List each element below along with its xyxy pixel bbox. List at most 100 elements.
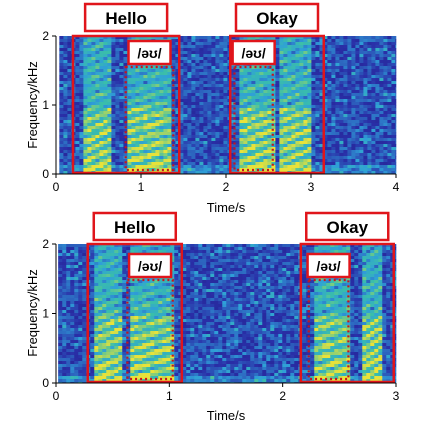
spectrogram-cell (90, 289, 95, 293)
spectrogram-cell (287, 117, 292, 121)
spectrogram-cell (106, 283, 111, 287)
spectrogram-cell (110, 373, 115, 377)
spectrogram-cell (215, 39, 220, 43)
spectrogram-cell (363, 54, 368, 58)
spectrogram-cell (95, 141, 100, 145)
spectrogram-cell (287, 45, 292, 49)
spectrogram-cell (199, 51, 204, 55)
spectrogram-cell (159, 144, 164, 148)
spectrogram-cell (355, 147, 360, 151)
spectrogram-cell (167, 120, 172, 124)
spectrogram-cell (299, 99, 304, 103)
spectrogram-cell (106, 277, 111, 281)
spectrogram-cell (215, 90, 220, 94)
spectrogram-cell (138, 307, 143, 311)
spectrogram-cell (114, 301, 119, 305)
spectrogram-cell (115, 78, 120, 82)
spectrogram-cell (91, 147, 96, 151)
spectrogram-cell (147, 108, 152, 112)
spectrogram-cell (127, 99, 132, 103)
spectrogram-cell (147, 75, 152, 79)
spectrogram-cell (207, 48, 212, 52)
spectrogram-cell (75, 93, 80, 97)
spectrogram-cell (115, 51, 120, 55)
spectrogram-cell (70, 334, 75, 338)
spectrogram-cell (371, 54, 376, 58)
spectrogram-cell (139, 117, 144, 121)
spectrogram-cell (339, 78, 344, 82)
spectrogram-cell (315, 114, 320, 118)
spectrogram-cell (295, 60, 300, 64)
spectrogram-cell (102, 304, 107, 308)
spectrogram-cell (175, 126, 180, 130)
spectrogram-cell (191, 168, 196, 172)
spectrogram-cell (299, 126, 304, 130)
spectrogram-cell (111, 108, 116, 112)
spectrogram-cell (375, 135, 380, 139)
spectrogram-cell (271, 147, 276, 151)
spectrogram-cell (335, 48, 340, 52)
spectrogram-cell (130, 373, 135, 377)
spectrogram-cell (126, 370, 131, 374)
spectrogram-cell (138, 298, 143, 302)
spectrogram-cell (339, 156, 344, 160)
spectrogram-cell (291, 162, 296, 166)
spectrogram-cell (371, 171, 376, 175)
spectrogram-cell (187, 36, 192, 40)
spectrogram-cell (267, 159, 272, 163)
spectrogram-cell (99, 135, 104, 139)
spectrogram-cell (99, 36, 104, 40)
spectrogram-cell (110, 379, 115, 383)
spectrogram-cell (98, 310, 103, 314)
spectrogram-cell (187, 153, 192, 157)
spectrogram-cell (247, 99, 252, 103)
spectrogram-cell (138, 325, 143, 329)
spectrogram-cell (335, 51, 340, 55)
spectrogram-cell (119, 87, 124, 91)
spectrogram-cell (303, 57, 308, 61)
spectrogram-cell (163, 126, 168, 130)
spectrogram-cell (387, 123, 392, 127)
spectrogram-cell (183, 45, 188, 49)
spectrogram-cell (343, 57, 348, 61)
spectrogram-cell (323, 108, 328, 112)
spectrogram-cell (275, 39, 280, 43)
spectrogram-cell (295, 111, 300, 115)
spectrogram-cell (387, 42, 392, 46)
spectrogram-cell (311, 117, 316, 121)
spectrogram-cell (319, 90, 324, 94)
spectrogram-cell (371, 138, 376, 142)
spectrogram-cell (223, 159, 228, 163)
spectrogram-cell (59, 114, 64, 118)
spectrogram-cell (127, 93, 132, 97)
spectrogram-cell (126, 334, 131, 338)
spectrogram-cell (79, 105, 84, 109)
spectrogram-cell (191, 81, 196, 85)
spectrogram-cell (175, 42, 180, 46)
spectrogram-cell (115, 129, 120, 133)
spectrogram-cell (199, 117, 204, 121)
spectrogram-cell (134, 307, 139, 311)
spectrogram-cell (211, 114, 216, 118)
spectrogram-cell (363, 36, 368, 40)
spectrogram-cell (275, 153, 280, 157)
spectrogram-cell (66, 349, 71, 353)
spectrogram-cell (75, 120, 80, 124)
spectrogram-cell (327, 90, 332, 94)
spectrogram-cell (395, 162, 397, 166)
spectrogram-cell (343, 87, 348, 91)
spectrogram-cell (87, 141, 92, 145)
spectrogram-cell (94, 352, 99, 356)
spectrogram-cell (359, 156, 364, 160)
spectrogram-cell (327, 135, 332, 139)
spectrogram-cell (134, 346, 139, 350)
spectrogram-cell (315, 75, 320, 79)
spectrogram-cell (62, 319, 67, 323)
spectrogram-cell (67, 156, 72, 160)
spectrogram-cell (74, 352, 79, 356)
spectrogram-cell (58, 343, 63, 347)
spectrogram-cell (375, 123, 380, 127)
spectrogram-cell (63, 99, 68, 103)
spectrogram-cell (90, 334, 95, 338)
spectrogram-cell (138, 349, 143, 353)
